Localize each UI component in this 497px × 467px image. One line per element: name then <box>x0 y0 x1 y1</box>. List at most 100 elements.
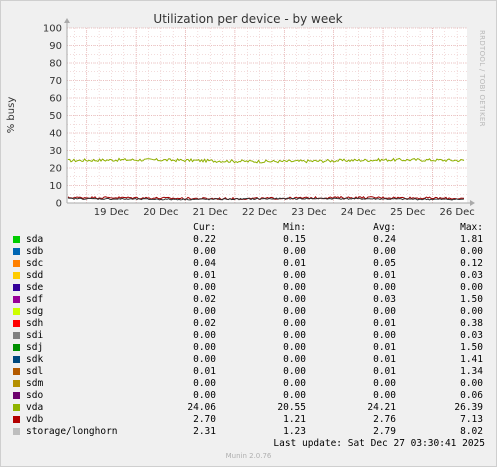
legend-cur: 2.31 <box>193 426 216 437</box>
legend-max: 1.34 <box>460 366 483 377</box>
y-tick-label: 60 <box>49 94 62 105</box>
legend-row-storage-longhorn: storage/longhorn 2.31 1.23 2.79 8.02 <box>10 426 490 438</box>
legend-max: 0.00 <box>460 246 483 257</box>
x-tick-label: 24 Dec <box>341 207 376 218</box>
legend-avg: 2.79 <box>373 426 396 437</box>
legend-device-name: sdh <box>26 318 44 329</box>
legend-max: 0.03 <box>460 330 483 341</box>
legend-cur: 0.00 <box>193 282 216 293</box>
legend-avg: 0.05 <box>373 258 396 269</box>
legend-cur: 0.00 <box>193 378 216 389</box>
legend-swatch <box>13 332 20 339</box>
legend-cur: 0.00 <box>193 354 216 365</box>
series-line-storage-longhorn <box>67 197 465 201</box>
x-tick-label: 19 Dec <box>94 207 129 218</box>
legend-min: 0.00 <box>283 390 306 401</box>
legend-min: 0.00 <box>283 246 306 257</box>
legend-device-name: sdl <box>26 366 44 377</box>
legend-avg: 0.00 <box>373 246 396 257</box>
legend-avg: 0.24 <box>373 234 396 245</box>
legend-swatch <box>13 308 20 315</box>
legend-header: Cur: Min: Avg: Max: <box>10 222 490 234</box>
legend-max: 1.50 <box>460 294 483 305</box>
legend-min: 1.23 <box>283 426 306 437</box>
legend-min: 0.00 <box>283 378 306 389</box>
legend-avg: 0.00 <box>373 306 396 317</box>
legend-device-name: sdi <box>26 330 44 341</box>
legend-table: Cur: Min: Avg: Max: sda 0.22 0.15 0.24 1.81 s… <box>10 222 490 438</box>
legend-row-vda: vda 24.06 20.55 24.21 26.39 <box>10 402 490 414</box>
legend-swatch <box>13 296 20 303</box>
legend-max: 1.41 <box>460 354 483 365</box>
x-tick-label: 22 Dec <box>242 207 277 218</box>
legend-device-name: vda <box>26 402 44 413</box>
chart-title: Utilization per device - by week <box>153 12 342 26</box>
legend-avg: 0.01 <box>373 342 396 353</box>
legend-device-name: sdo <box>26 390 44 401</box>
legend-row-sdm: sdm 0.00 0.00 0.00 0.00 <box>10 378 490 390</box>
legend-device-name: sdf <box>26 294 44 305</box>
y-tick-label: 40 <box>49 129 62 140</box>
legend-max: 0.06 <box>460 390 483 401</box>
legend-swatch <box>13 320 20 327</box>
legend-row-sdf: sdf 0.02 0.00 0.03 1.50 <box>10 294 490 306</box>
legend-cur: 0.00 <box>193 342 216 353</box>
legend-swatch <box>13 356 20 363</box>
legend-min: 0.01 <box>283 258 306 269</box>
legend-avg: 24.21 <box>367 402 396 413</box>
legend-cur: 0.01 <box>193 366 216 377</box>
legend-swatch <box>13 248 20 255</box>
legend-avg: 0.00 <box>373 330 396 341</box>
legend-min: 0.00 <box>283 306 306 317</box>
y-tick-label: 100 <box>43 24 62 35</box>
legend-cur: 0.02 <box>193 294 216 305</box>
legend-min: 0.00 <box>283 342 306 353</box>
y-tick-label: 30 <box>49 146 62 157</box>
legend-row-sdj: sdj 0.00 0.00 0.01 1.50 <box>10 342 490 354</box>
legend-cur: 2.70 <box>193 414 216 425</box>
legend-max: 0.00 <box>460 306 483 317</box>
legend-max: 0.38 <box>460 318 483 329</box>
legend-device-name: sdk <box>26 354 44 365</box>
legend-cur: 0.00 <box>193 246 216 257</box>
legend-row-sdd: sdd 0.01 0.00 0.01 0.03 <box>10 270 490 282</box>
legend-row-vdb: vdb 2.70 1.21 2.76 7.13 <box>10 414 490 426</box>
legend-device-name: sdb <box>26 246 44 257</box>
legend-min: 0.00 <box>283 270 306 281</box>
legend-max: 8.02 <box>460 426 483 437</box>
legend-avg: 0.01 <box>373 318 396 329</box>
legend-device-name: sde <box>26 282 44 293</box>
rrdtool-credit: RRDTOOL / TOBI OETIKER <box>478 30 486 127</box>
legend-row-sde: sde 0.00 0.00 0.00 0.00 <box>10 282 490 294</box>
y-tick-label: 10 <box>49 181 62 192</box>
legend-swatch <box>13 236 20 243</box>
x-tick-label: 26 Dec <box>439 207 474 218</box>
legend-cur: 0.22 <box>193 234 216 245</box>
legend-device-name: sdj <box>26 342 44 353</box>
legend-max: 0.12 <box>460 258 483 269</box>
legend-cur: 0.01 <box>193 270 216 281</box>
legend-swatch <box>13 344 20 351</box>
legend-row-sdi: sdi 0.00 0.00 0.00 0.03 <box>10 330 490 342</box>
legend-max: 7.13 <box>460 414 483 425</box>
last-update: Last update: Sat Dec 27 03:30:41 2025 <box>273 438 485 449</box>
legend-swatch <box>13 380 20 387</box>
legend-swatch <box>13 272 20 279</box>
series-line-vdb <box>67 195 465 201</box>
chart-area: 0 10 20 30 40 50 60 70 80 90 100 19 Dec 20 Dec 21 Dec… <box>6 12 475 218</box>
x-tick-label: 23 Dec <box>291 207 326 218</box>
legend-swatch <box>13 428 20 435</box>
legend-row-sdb: sdb 0.00 0.00 0.00 0.00 <box>10 246 490 258</box>
legend-swatch <box>13 392 20 399</box>
legend-row-sdc: sdc 0.04 0.01 0.05 0.12 <box>10 258 490 270</box>
legend-device-name: sdc <box>26 258 44 269</box>
legend-avg: 0.01 <box>373 366 396 377</box>
legend-row-sdo: sdo 0.00 0.00 0.00 0.06 <box>10 390 490 402</box>
legend-avg: 0.00 <box>373 282 396 293</box>
legend-swatch <box>13 368 20 375</box>
legend-min: 0.00 <box>283 318 306 329</box>
legend-max: 26.39 <box>454 402 483 413</box>
legend-row-sdk: sdk 0.00 0.00 0.01 1.41 <box>10 354 490 366</box>
legend-device-name: vdb <box>26 414 44 425</box>
legend-min: 20.55 <box>277 402 306 413</box>
